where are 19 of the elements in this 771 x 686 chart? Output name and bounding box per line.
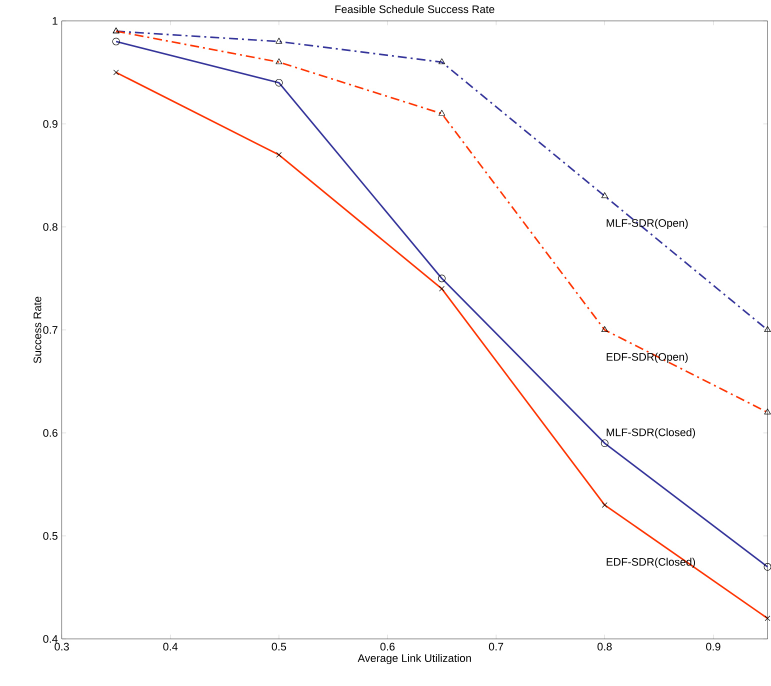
series-label: MLF-SDR(Open) — [606, 218, 688, 230]
x-tick-label: 0.6 — [380, 642, 395, 651]
chart-title: Feasible Schedule Success Rate — [335, 5, 494, 14]
y-tick-label: 0.8 — [43, 223, 58, 231]
y-tick-label: 0.7 — [43, 326, 58, 334]
y-tick-label: 0.6 — [43, 429, 58, 437]
y-tick-label: 0.5 — [43, 532, 58, 540]
x-tick-label: 0.5 — [272, 642, 286, 651]
x-tick-label: 0.8 — [597, 642, 612, 651]
y-tick-label: 1 — [52, 17, 58, 25]
x-axis-title: Average Link Utilization — [358, 654, 471, 664]
x-tick-label: 0.3 — [54, 642, 69, 651]
x-tick-label: 0.4 — [163, 642, 178, 651]
y-tick-label: 0.4 — [43, 635, 58, 643]
x-tick-label: 0.7 — [488, 642, 504, 651]
x-tick-label: 0.9 — [706, 642, 720, 651]
y-axis-title: Success Rate — [34, 296, 42, 364]
series-label: MLF-SDR(Closed) — [606, 428, 695, 438]
y-tick-label: 0.9 — [43, 120, 58, 128]
